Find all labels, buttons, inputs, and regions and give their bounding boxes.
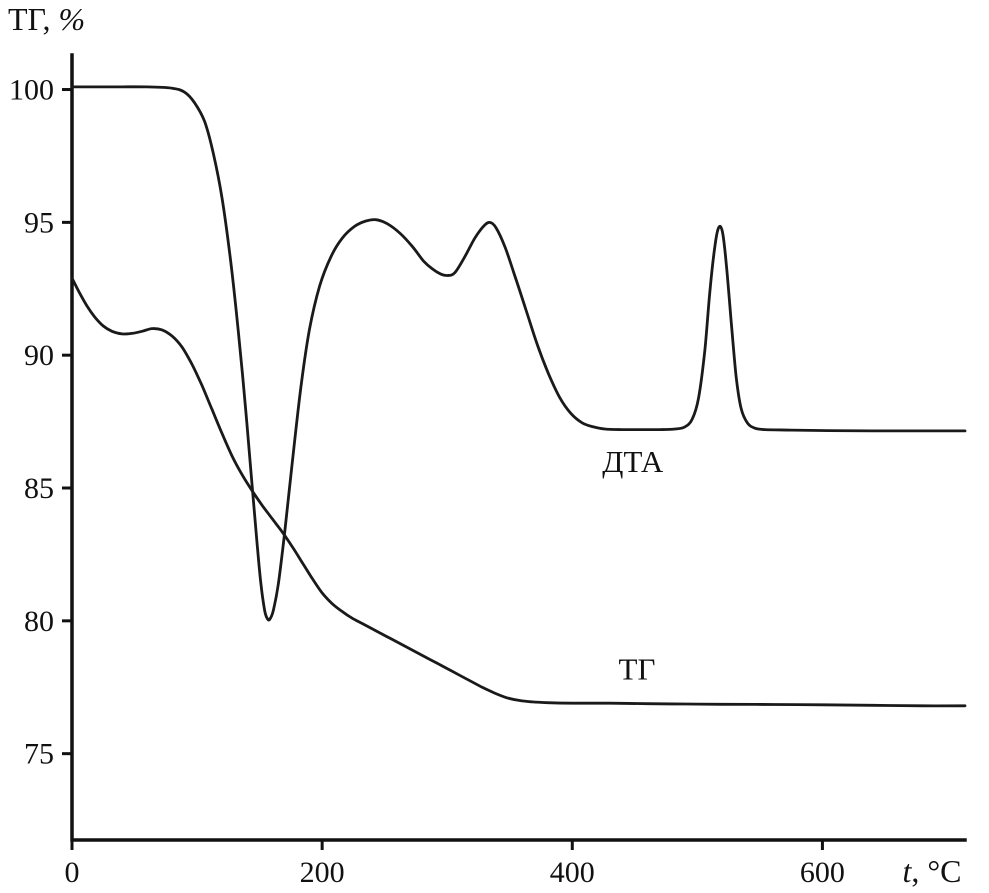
curve-дта xyxy=(70,85,967,622)
y-tick-label: 80 xyxy=(24,605,54,638)
y-tick-label: 95 xyxy=(24,206,54,239)
x-tick-label: 600 xyxy=(800,856,845,889)
curve-label-тг: ТГ xyxy=(619,651,656,686)
x-axis-title: t, °C xyxy=(902,853,961,889)
y-tick-label: 90 xyxy=(24,339,54,372)
x-tick-label: 200 xyxy=(300,856,345,889)
x-tick-label: 400 xyxy=(550,856,595,889)
curve-тг xyxy=(70,276,967,708)
y-axis-title: ТГ, % xyxy=(8,1,85,37)
axis-lines xyxy=(70,53,967,842)
y-tick-label: 75 xyxy=(24,738,54,771)
y-tick-label: 85 xyxy=(24,472,54,505)
curve-label-дта: ДТА xyxy=(602,444,664,479)
y-tick-label: 100 xyxy=(9,74,54,107)
x-tick-label: 0 xyxy=(65,856,80,889)
